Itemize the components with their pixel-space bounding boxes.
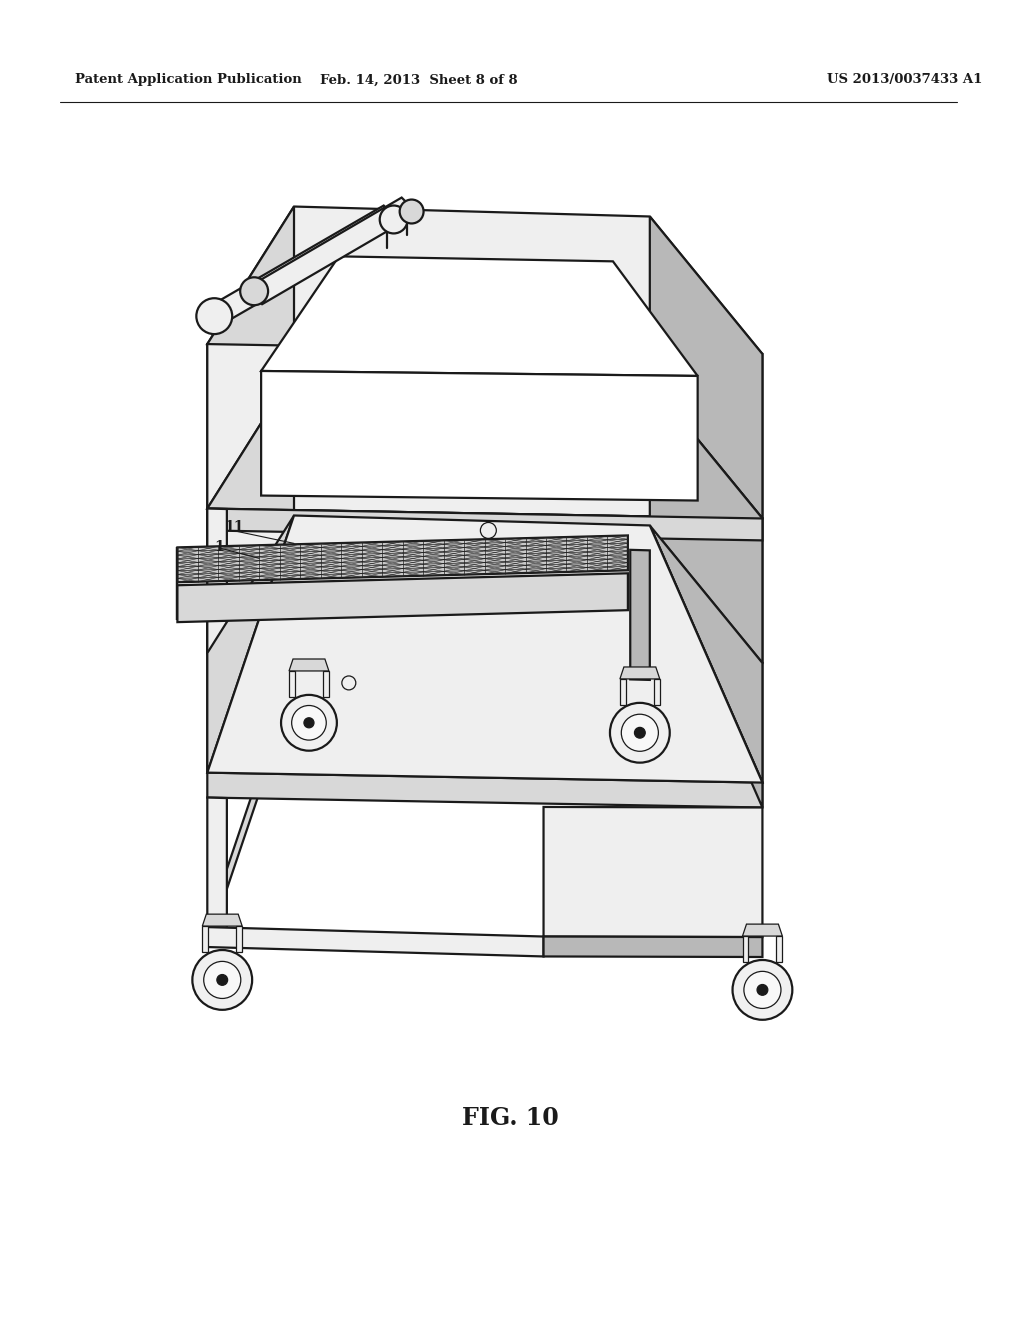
Polygon shape — [203, 927, 208, 952]
Polygon shape — [323, 671, 329, 697]
Circle shape — [622, 714, 658, 751]
Circle shape — [480, 523, 497, 539]
Circle shape — [342, 676, 355, 690]
Polygon shape — [177, 536, 628, 582]
Polygon shape — [207, 927, 544, 957]
Polygon shape — [650, 525, 763, 783]
Circle shape — [732, 960, 793, 1020]
Circle shape — [197, 298, 232, 334]
Text: FIG. 10: FIG. 10 — [462, 1106, 559, 1130]
Polygon shape — [207, 206, 294, 508]
Text: 1: 1 — [214, 540, 224, 554]
Polygon shape — [207, 797, 227, 928]
Polygon shape — [206, 206, 399, 325]
Circle shape — [635, 727, 645, 738]
Polygon shape — [544, 936, 763, 957]
Polygon shape — [246, 198, 418, 304]
Circle shape — [292, 705, 327, 741]
Text: 11: 11 — [224, 520, 244, 535]
Text: Patent Application Publication: Patent Application Publication — [75, 74, 301, 86]
Polygon shape — [620, 667, 659, 678]
Polygon shape — [207, 516, 763, 783]
Circle shape — [241, 277, 268, 305]
Polygon shape — [207, 206, 763, 354]
Polygon shape — [650, 381, 763, 663]
Polygon shape — [776, 936, 782, 962]
Circle shape — [304, 718, 314, 727]
Polygon shape — [742, 924, 782, 936]
Polygon shape — [207, 772, 763, 808]
Polygon shape — [207, 671, 294, 946]
Polygon shape — [289, 671, 295, 697]
Polygon shape — [630, 550, 650, 680]
Polygon shape — [207, 371, 294, 653]
Circle shape — [757, 985, 768, 995]
Polygon shape — [207, 516, 294, 772]
Polygon shape — [289, 659, 329, 671]
Polygon shape — [620, 678, 626, 705]
Polygon shape — [261, 371, 697, 500]
Polygon shape — [207, 508, 763, 663]
Circle shape — [743, 972, 781, 1008]
Polygon shape — [742, 936, 749, 962]
Polygon shape — [237, 927, 243, 952]
Text: US 2013/0037433 A1: US 2013/0037433 A1 — [827, 74, 983, 86]
Polygon shape — [653, 678, 659, 705]
Text: Feb. 14, 2013  Sheet 8 of 8: Feb. 14, 2013 Sheet 8 of 8 — [319, 74, 517, 86]
Circle shape — [217, 974, 227, 985]
Polygon shape — [544, 807, 763, 937]
Circle shape — [380, 206, 408, 234]
Polygon shape — [261, 256, 697, 376]
Polygon shape — [207, 508, 763, 540]
Polygon shape — [177, 573, 628, 622]
Circle shape — [610, 702, 670, 763]
Polygon shape — [207, 653, 763, 783]
Circle shape — [193, 950, 252, 1010]
Circle shape — [204, 961, 241, 998]
Polygon shape — [203, 915, 243, 927]
Circle shape — [399, 199, 424, 223]
Polygon shape — [207, 508, 227, 653]
Polygon shape — [650, 525, 763, 808]
Polygon shape — [650, 216, 763, 519]
Polygon shape — [207, 371, 763, 519]
Polygon shape — [207, 345, 763, 519]
Circle shape — [281, 694, 337, 751]
